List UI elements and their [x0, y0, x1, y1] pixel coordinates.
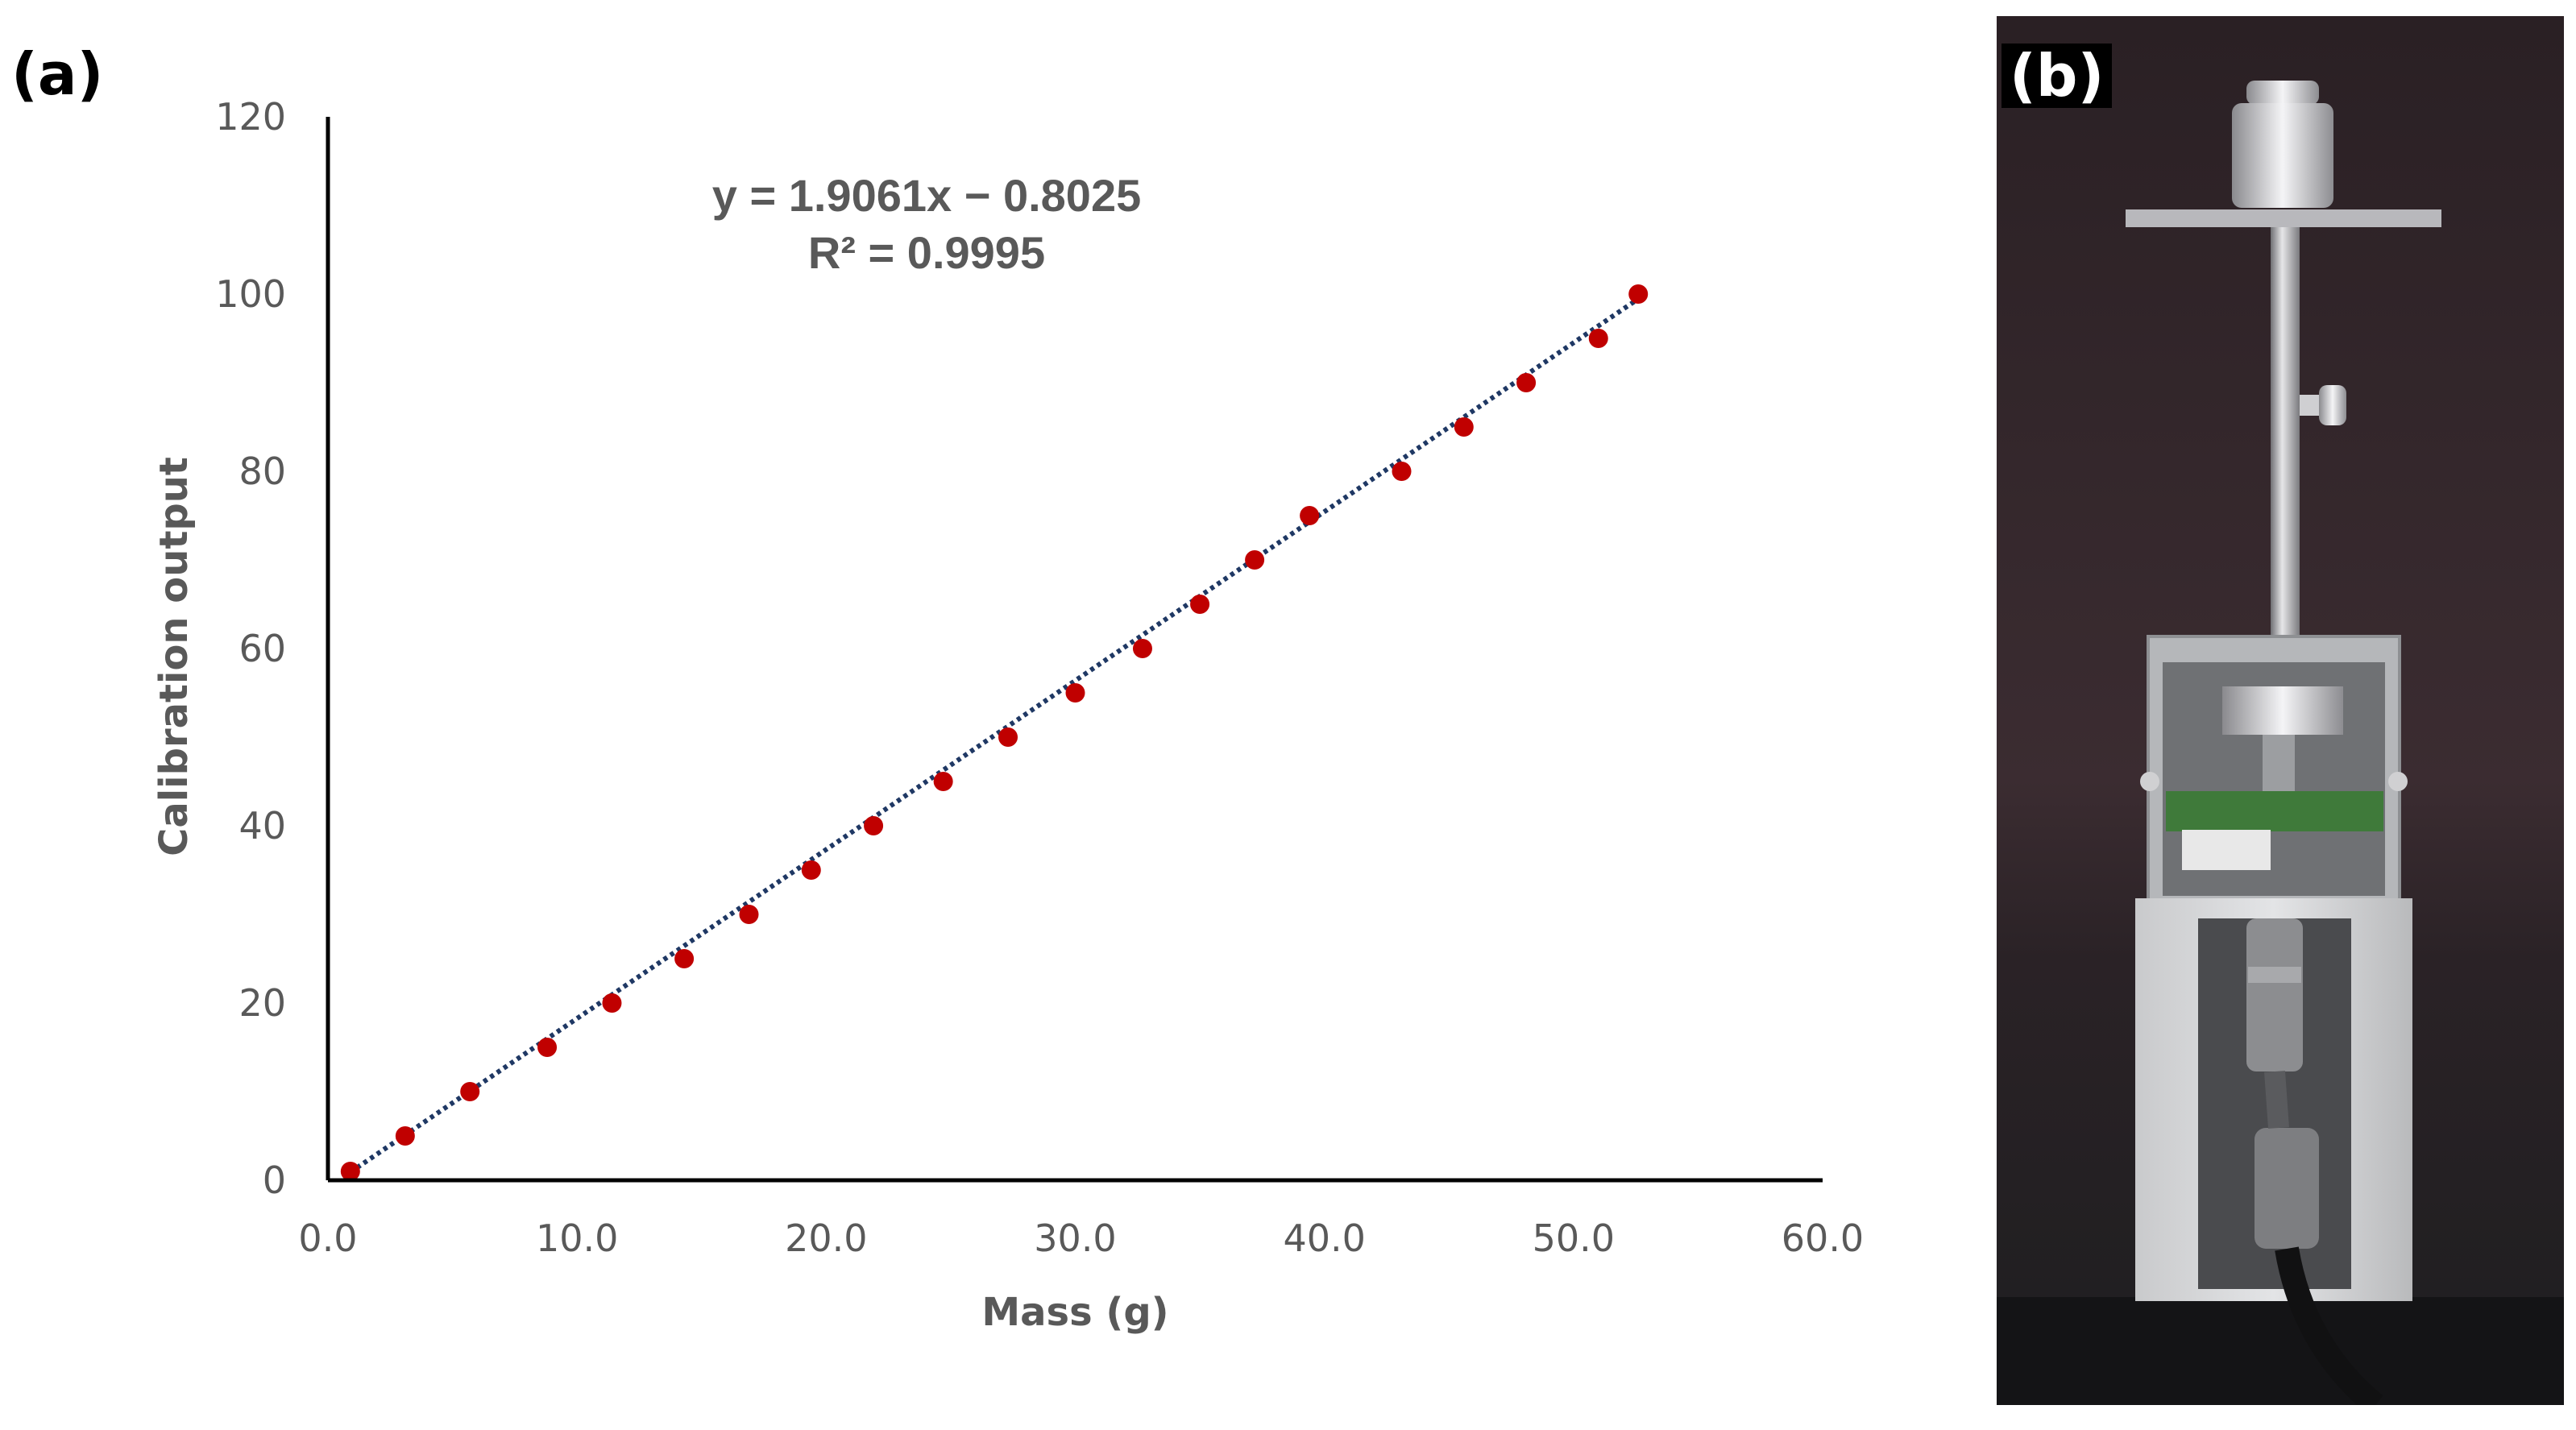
y-tick-label: 80 [239, 450, 286, 493]
x-tick-label: 20.0 [785, 1217, 867, 1260]
data-point [602, 993, 622, 1013]
data-point [864, 816, 884, 835]
panel-b-label: (b) [2001, 44, 2113, 108]
data-point [460, 1082, 480, 1101]
x-tick-label: 40.0 [1283, 1217, 1365, 1260]
data-point [395, 1126, 415, 1146]
y-tick-label: 60 [239, 627, 286, 670]
tick-labels: 0 20 40 60 80 100 120 0.0 10.0 20.0 30.0 40.0 50.0 60… [215, 95, 1864, 1260]
y-axis-title: Calibration output [151, 457, 197, 856]
data-point [933, 772, 953, 791]
data-point [739, 905, 759, 924]
y-tick-label: 20 [239, 981, 286, 1025]
x-tick-label: 30.0 [1034, 1217, 1116, 1260]
data-point [1300, 506, 1320, 525]
data-point [998, 727, 1018, 747]
x-tick-label: 10.0 [536, 1217, 618, 1260]
trendline [349, 296, 1640, 1175]
y-tick-label: 0 [263, 1159, 286, 1202]
data-point [801, 860, 821, 880]
panel-a-label: (a) [11, 40, 104, 108]
data-point [674, 949, 695, 968]
y-tick-label: 120 [215, 95, 286, 139]
data-point [1628, 284, 1649, 304]
r-squared-label: R² = 0.9995 [808, 227, 1045, 278]
chart-marks [340, 284, 1649, 1181]
data-point [1132, 639, 1152, 658]
x-tick-label: 0.0 [298, 1217, 357, 1260]
data-point [1245, 550, 1265, 570]
data-point [1392, 462, 1412, 481]
x-axis-title: Mass (g) [981, 1290, 1168, 1335]
x-tick-label: 50.0 [1533, 1217, 1615, 1260]
data-point [1190, 595, 1210, 614]
data-point [1454, 417, 1474, 437]
y-tick-label: 40 [239, 804, 286, 848]
data-point [1065, 683, 1085, 703]
data-point [1588, 329, 1608, 348]
trendline-equation: y = 1.9061x − 0.8025 [712, 170, 1142, 221]
x-tick-label: 60.0 [1782, 1217, 1864, 1260]
data-point [1516, 373, 1537, 392]
data-point [537, 1038, 558, 1057]
load-cell-device-photo [1997, 16, 2564, 1405]
data-point [340, 1162, 360, 1181]
y-tick-label: 100 [215, 272, 286, 316]
scatter-chart: 0 20 40 60 80 100 120 0.0 10.0 20.0 30.0 40.0 50.0 60… [151, 95, 1864, 1335]
